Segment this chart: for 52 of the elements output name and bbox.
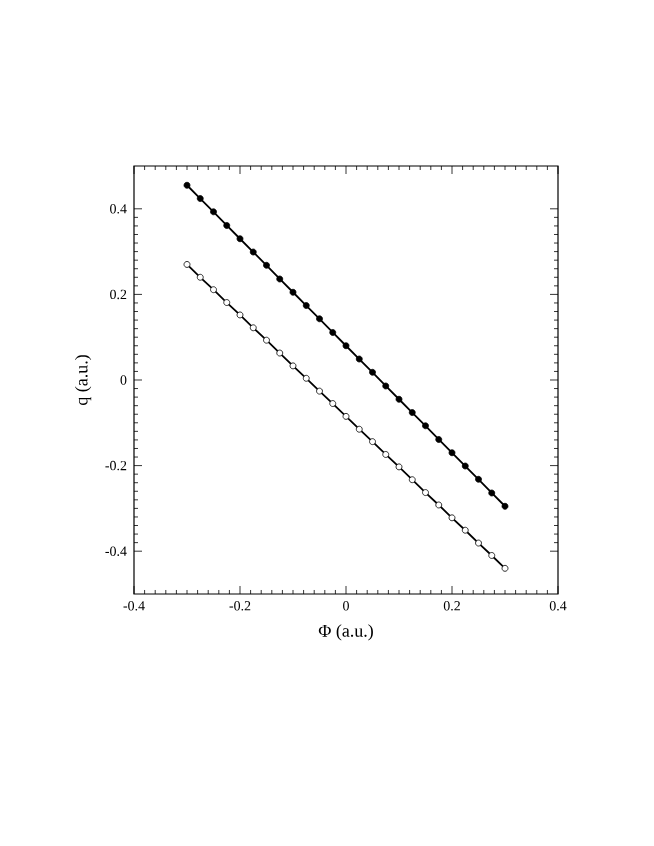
point [408,409,416,416]
point [342,342,350,350]
point [395,395,403,403]
y-axis-title: q (a.u.) [74,355,92,405]
point [342,412,350,420]
point [382,451,390,458]
point [210,286,217,294]
point [249,248,257,256]
point [316,387,323,395]
point [422,489,429,496]
point [289,288,297,296]
point [369,368,376,376]
point [369,438,376,446]
point [223,222,231,229]
point [461,526,469,534]
point [422,422,429,430]
point [448,514,456,522]
point [408,476,416,484]
point [435,436,443,443]
point [249,324,257,332]
point [289,362,297,370]
point [183,181,191,189]
point [329,329,337,336]
point [488,552,496,559]
point [475,475,482,483]
point [461,462,469,470]
point [475,539,482,547]
point [196,195,204,202]
point [488,489,496,497]
point [448,449,456,457]
point [196,273,204,281]
point [302,302,310,309]
point [276,349,284,357]
point [263,336,270,344]
point [355,355,363,363]
point [501,502,509,510]
point [276,275,284,283]
point [395,463,403,471]
point [501,564,509,572]
point [223,299,231,306]
point [382,382,390,390]
point [236,311,244,319]
point [435,501,443,509]
point [183,261,191,268]
point [263,261,270,269]
point [236,235,244,243]
point [210,208,217,216]
point [316,315,323,323]
x-axis-title: Φ (a.u.) [318,624,373,641]
point [302,374,310,382]
point [355,425,363,433]
point [329,400,337,407]
